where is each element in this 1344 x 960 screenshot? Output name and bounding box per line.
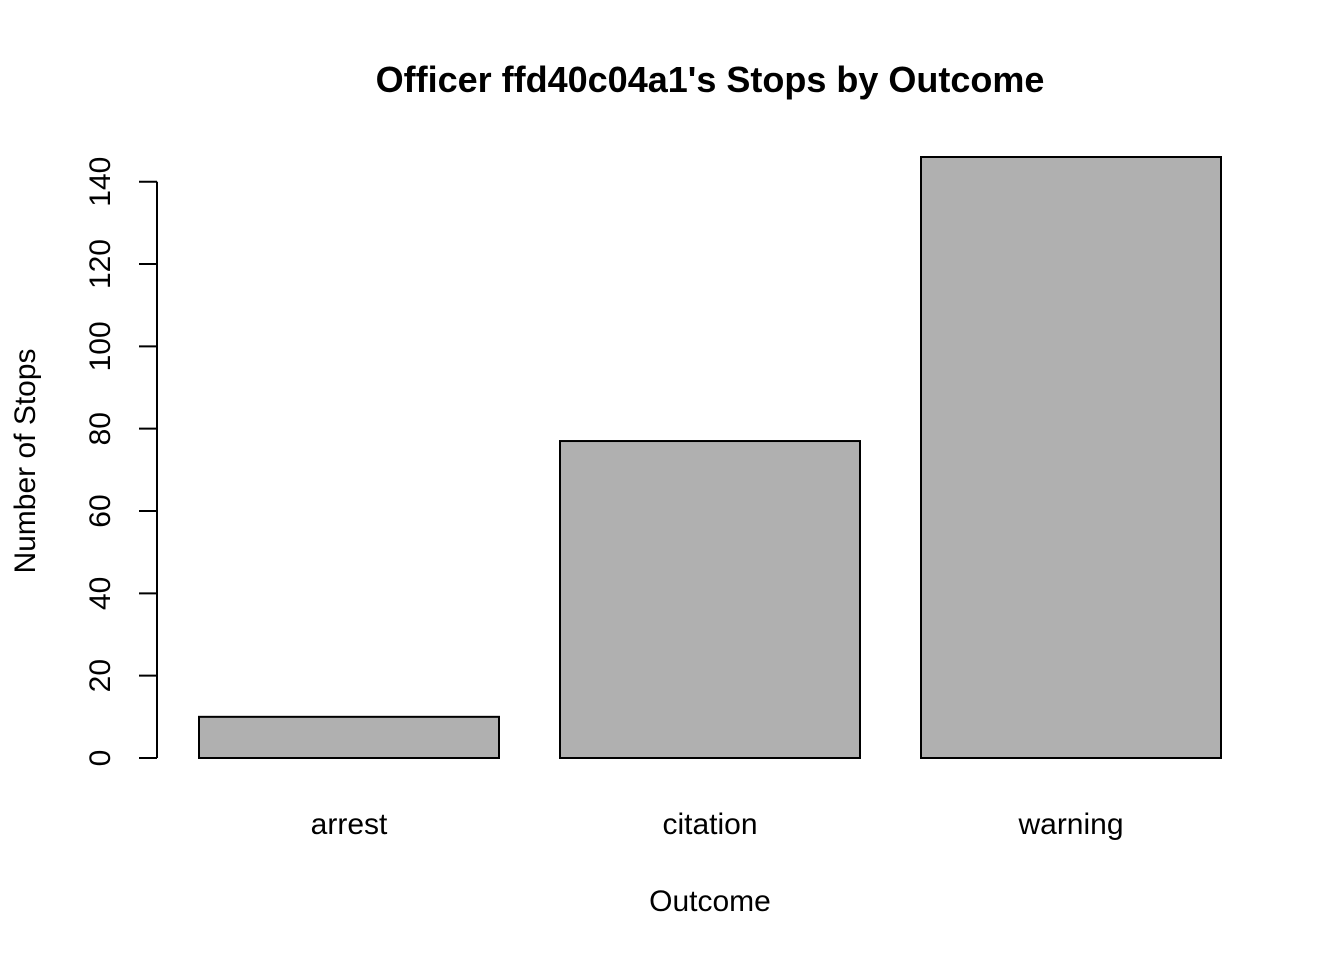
bars	[198, 156, 1222, 760]
bar-arrest	[198, 715, 500, 760]
bar-citation	[559, 440, 861, 759]
y-tick-label: 0	[84, 750, 117, 767]
y-tick-label: 20	[84, 659, 117, 692]
bar-warning	[920, 156, 1222, 759]
y-tick-label: 100	[84, 321, 117, 371]
x-tick-label-arrest: arrest	[311, 808, 388, 841]
chart-title: Officer ffd40c04a1's Stops by Outcome	[376, 59, 1045, 100]
y-axis: 0 20 40 60 80 100 120 140	[84, 157, 158, 767]
y-tick-label: 60	[84, 494, 117, 527]
y-axis-label: Number of Stops	[9, 348, 42, 573]
x-tick-label-citation: citation	[662, 808, 757, 841]
y-tick-label: 120	[84, 239, 117, 289]
y-tick-label: 40	[84, 577, 117, 610]
y-tick-label: 80	[84, 412, 117, 445]
y-tick-label: 140	[84, 157, 117, 207]
x-tick-labels: arrest citation warning	[311, 808, 1124, 841]
x-tick-label-warning: warning	[1017, 808, 1123, 841]
x-axis-label: Outcome	[649, 885, 771, 918]
